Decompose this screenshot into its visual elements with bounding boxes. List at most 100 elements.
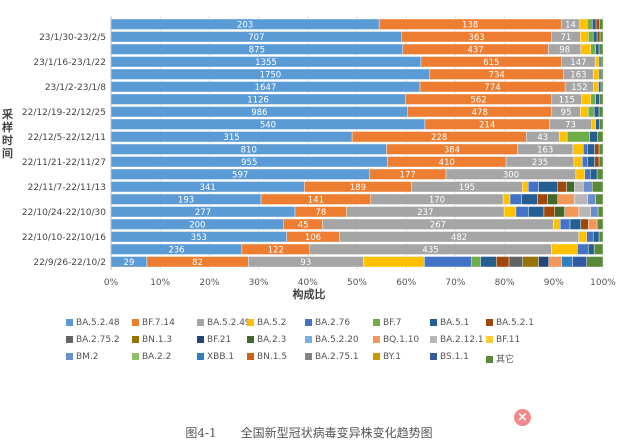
legend-label: BS.1.1: [440, 352, 469, 362]
legend-swatch: [247, 336, 254, 343]
bar-segment: [580, 31, 589, 43]
bar-segment: [598, 156, 604, 168]
data-label: 141: [308, 196, 324, 206]
data-label: 384: [444, 146, 460, 156]
bar-segment: [578, 231, 587, 243]
legend-swatch: [486, 336, 493, 343]
data-label: 277: [195, 208, 211, 218]
bar-segment: [543, 206, 555, 218]
data-label: 228: [431, 133, 447, 143]
legend-label: BM.2: [76, 352, 99, 362]
y-tick-label: 23/1/2-23/1/8: [45, 83, 106, 93]
bar-segment: [572, 256, 587, 268]
bar-segment: [594, 56, 600, 68]
bar-segment: [581, 93, 591, 105]
x-axis-title: 构成比: [292, 288, 326, 301]
legend-item: BA.5.2.1: [486, 318, 534, 328]
legend-swatch: [305, 336, 312, 343]
x-tick-label: 70%: [445, 278, 465, 288]
bar-segment: [538, 181, 558, 193]
data-label: 615: [483, 58, 499, 68]
data-label: 170: [429, 196, 445, 206]
bar-segment: [424, 256, 472, 268]
legend-label: XBB.1: [207, 352, 235, 362]
bar-segment: [594, 143, 600, 155]
legend-swatch: [373, 353, 380, 360]
data-label: 1647: [255, 83, 277, 93]
bar-segment: [566, 131, 590, 143]
bar-segment: [574, 181, 584, 193]
data-label: 353: [191, 233, 207, 243]
data-label: 115: [559, 96, 575, 106]
legend-item: BA.2.76: [305, 318, 350, 328]
legend-swatch: [373, 319, 380, 326]
bar-segment: [591, 181, 604, 193]
bar-segment: [598, 43, 604, 55]
bar-segment: [557, 193, 575, 205]
stacked-bar-chart: 0% 10% 20% 30% 40% 50% 60% 70% 80% 90% 100% 203 138 1…: [22, 16, 616, 288]
legend-swatch: [66, 336, 73, 343]
bar-segment: [577, 243, 589, 255]
bar-segment: [575, 168, 585, 180]
data-label: 597: [232, 171, 248, 181]
legend-label: BA.2.2: [142, 352, 172, 362]
bar-segment: [553, 218, 561, 230]
bar-segment: [588, 218, 598, 230]
data-label: 955: [241, 158, 257, 168]
legend-swatch: [430, 336, 437, 343]
x-tick-label: 50%: [347, 278, 367, 288]
data-label: 122: [268, 246, 284, 256]
legend-item: BF.21: [197, 335, 231, 345]
bar-segment: [587, 193, 596, 205]
legend-item: BQ.1.10: [373, 335, 419, 345]
bar-segment: [572, 143, 584, 155]
y-tick-label: 22/12/5-22/12/11: [28, 133, 106, 143]
data-label: 707: [248, 33, 264, 43]
legend-label: BN.1.3: [142, 335, 173, 345]
bar-segment: [592, 68, 600, 80]
bar-segment: [363, 256, 425, 268]
data-label: 363: [468, 33, 484, 43]
bar-segment: [480, 256, 497, 268]
legend-label: BA.2.75.1: [315, 352, 359, 362]
bar-segment: [600, 81, 604, 93]
bar-segment: [598, 56, 602, 68]
bar-segment: [564, 206, 580, 218]
bar-segment: [590, 206, 599, 218]
data-label: 78: [315, 208, 326, 218]
bar-segment: [566, 181, 575, 193]
bar-segment: [595, 18, 600, 30]
data-label: 214: [479, 121, 495, 131]
bar-segment: [578, 206, 591, 218]
bar-segment: [496, 256, 510, 268]
data-label: 235: [532, 158, 548, 168]
bar-segment: [528, 181, 539, 193]
legend-swatch: [373, 336, 380, 343]
bar-segment: [590, 93, 596, 105]
data-label: 29: [124, 258, 135, 268]
legend-label: BA.2.75.2: [76, 335, 120, 345]
close-icon[interactable]: ×: [514, 409, 531, 426]
legend-label: BA.5.2.1: [496, 318, 534, 328]
legend-item: 其它: [486, 352, 514, 365]
bar-segment: [522, 256, 539, 268]
data-label: 152: [571, 83, 587, 93]
legend-label: BA.5.2.20: [315, 335, 359, 345]
x-tick-label: 10%: [150, 278, 170, 288]
bar-segment: [503, 206, 517, 218]
x-tick-label: 30%: [249, 278, 269, 288]
data-label: 193: [178, 196, 194, 206]
data-label: 435: [422, 246, 438, 256]
data-label: 267: [430, 221, 446, 231]
bar-segment: [595, 93, 600, 105]
bar-segment: [582, 156, 588, 168]
legend-label: BF.7.14: [142, 318, 175, 328]
y-tick-label: 23/1/16-23/1/22: [33, 58, 106, 68]
data-label: 1750: [260, 71, 282, 81]
data-label: 300: [503, 171, 519, 181]
data-label: 315: [223, 133, 239, 143]
bar-segment: [569, 218, 582, 230]
legend-item: BF.7.14: [132, 318, 175, 328]
legend-label: BF.11: [496, 335, 521, 345]
bar-segment: [592, 31, 598, 43]
